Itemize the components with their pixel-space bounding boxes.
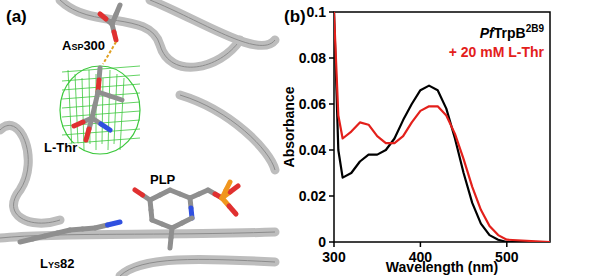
spectrum-line: [334, 12, 550, 242]
residue-label: PLP: [150, 172, 176, 187]
y-tick: [329, 57, 334, 59]
bond: [230, 186, 238, 192]
ribbon: [0, 232, 275, 238]
page: {"panel_a": {"label": "(a)", "residue_la…: [0, 0, 600, 276]
y-tick: [329, 195, 334, 197]
ribbon: [150, 0, 275, 45]
bond: [135, 190, 143, 195]
ribbon-edge: [120, 259, 275, 276]
y-tick: [329, 149, 334, 151]
plot-frame: [334, 12, 550, 242]
bond: [101, 124, 110, 130]
residue-label: Lys82: [40, 256, 74, 271]
legend-text: TrpB: [494, 25, 526, 41]
y-tick-label: 0.08: [299, 50, 326, 66]
y-tick-label: 0.06: [299, 96, 326, 112]
residue-label: Asp300: [62, 38, 105, 53]
y-tick-label: 0.02: [299, 188, 326, 204]
y-tick-label: 0.1: [307, 4, 327, 20]
panel-label: (b): [284, 7, 306, 26]
legend-entry: PfTrpB2B9: [480, 23, 545, 41]
ribbon: [180, 95, 275, 170]
panel-b: 00.020.040.060.080.1300400500Wavelength …: [281, 4, 550, 275]
mesh-line: [114, 74, 117, 144]
bond: [100, 14, 106, 19]
x-axis-label: Wavelength (nm): [386, 259, 498, 275]
spectrum-line: [334, 12, 550, 242]
mesh-line: [62, 93, 140, 99]
legend-entry: + 20 mM L-Thr: [449, 44, 545, 60]
bond: [74, 122, 83, 126]
bond: [226, 182, 230, 190]
y-tick: [329, 103, 334, 105]
figure: (a) Asp300 L-Thr PLP Lys82 0 0.02 0.04 0.06 0.08 0…: [0, 0, 600, 276]
ribbon: [120, 259, 275, 276]
mesh-line: [62, 129, 140, 135]
data-lines: [334, 12, 550, 242]
mesh-line: [62, 102, 140, 108]
ribbon-edge: [150, 0, 275, 45]
mesh-line: [108, 70, 110, 150]
bond: [86, 129, 89, 140]
x-tick: [506, 242, 508, 247]
bond: [114, 32, 116, 40]
y-tick: [329, 11, 334, 13]
bond: [229, 206, 236, 214]
x-tick: [333, 242, 335, 247]
bond: [108, 222, 121, 225]
x-tick-label: 300: [322, 249, 346, 265]
panel-a: (a) Asp300 L-Thr PLP Lys82: [0, 0, 275, 276]
residue-label: L-Thr: [44, 140, 77, 155]
mesh-line: [62, 111, 140, 117]
ribbon-edge: [180, 95, 275, 170]
y-tick-label: 0.04: [299, 142, 326, 158]
legend-superscript: 2B9: [526, 23, 545, 34]
mesh-line: [102, 78, 103, 144]
y-axis-label: Absorbance: [281, 86, 297, 167]
bond: [110, 96, 122, 100]
x-tick-label: 500: [495, 249, 519, 265]
panel-label: (a): [6, 7, 27, 26]
ribbon-edge: [0, 232, 275, 238]
y-tick-label: 0: [318, 234, 326, 250]
bond: [170, 238, 171, 248]
x-tick: [420, 242, 422, 247]
